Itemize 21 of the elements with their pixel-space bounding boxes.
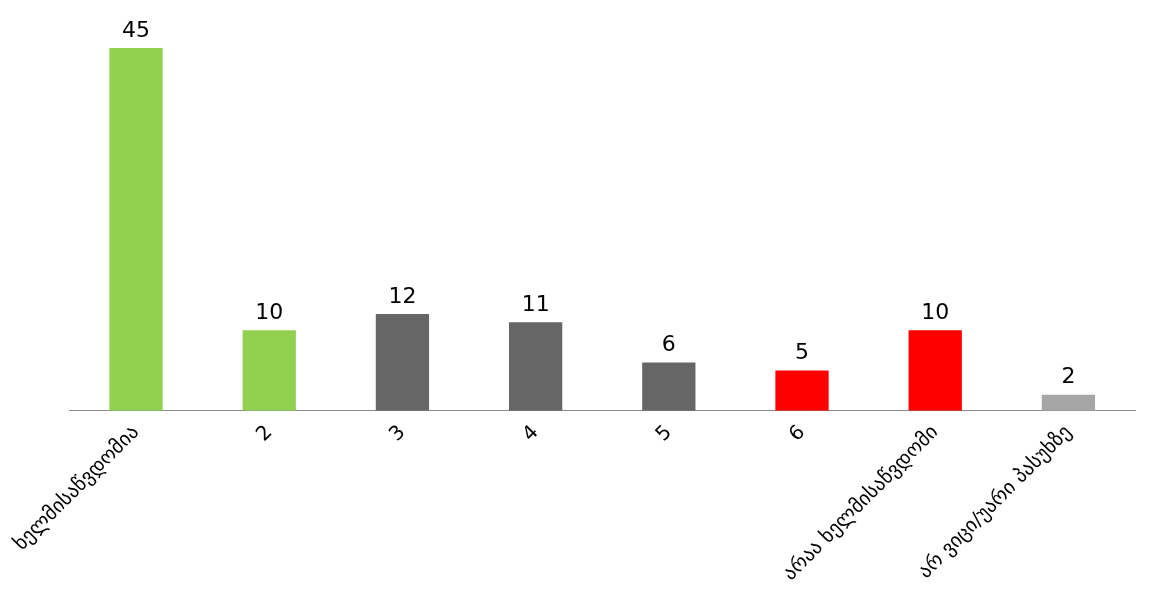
bar — [642, 362, 696, 411]
bar — [1041, 394, 1096, 411]
bar — [508, 322, 563, 411]
x-tick-label: 4 — [516, 419, 543, 446]
data-label: 2 — [1061, 363, 1076, 389]
x-tick-label: 2 — [250, 419, 277, 446]
data-label: 10 — [921, 298, 950, 324]
data-label: 10 — [255, 298, 284, 324]
data-label: 12 — [388, 282, 417, 308]
data-label: 5 — [795, 339, 810, 365]
x-tick-label: 6 — [783, 419, 810, 446]
bar — [908, 330, 962, 411]
data-label: 11 — [521, 290, 550, 316]
x-tick-label: 5 — [650, 419, 677, 446]
bar — [375, 314, 430, 411]
data-label: 45 — [122, 16, 151, 42]
bar — [775, 370, 829, 411]
bar — [242, 330, 296, 411]
x-tick-label: 3 — [383, 419, 410, 446]
data-label: 6 — [661, 331, 676, 357]
bar — [109, 48, 163, 411]
